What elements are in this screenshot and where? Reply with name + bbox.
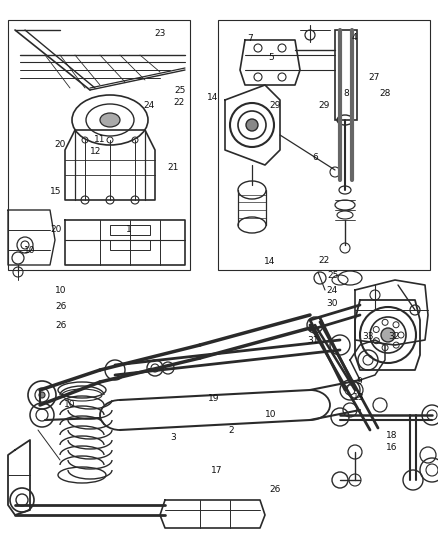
Text: 9: 9 xyxy=(356,377,362,385)
Text: 6: 6 xyxy=(312,153,318,161)
Text: 4: 4 xyxy=(352,33,357,42)
Text: 24: 24 xyxy=(326,286,338,295)
Text: 22: 22 xyxy=(173,98,184,107)
Text: 2: 2 xyxy=(229,426,234,435)
Text: 14: 14 xyxy=(264,257,275,265)
Text: 23: 23 xyxy=(154,29,166,38)
Text: 5: 5 xyxy=(268,53,275,62)
Text: 22: 22 xyxy=(318,256,330,264)
Text: 26: 26 xyxy=(269,485,281,494)
Text: 26: 26 xyxy=(56,321,67,329)
Text: 31: 31 xyxy=(307,336,319,344)
Text: 28: 28 xyxy=(380,89,391,98)
Text: 10: 10 xyxy=(64,400,75,408)
Text: 16: 16 xyxy=(386,443,398,452)
Text: 18: 18 xyxy=(386,432,398,440)
Text: 29: 29 xyxy=(269,101,281,110)
Text: 20: 20 xyxy=(55,141,66,149)
Text: 10: 10 xyxy=(24,246,35,255)
Text: 14: 14 xyxy=(207,93,218,101)
Text: 17: 17 xyxy=(211,466,223,474)
Bar xyxy=(335,30,357,120)
Text: 3: 3 xyxy=(170,433,176,441)
Text: 13: 13 xyxy=(353,393,364,401)
Text: 8: 8 xyxy=(343,89,349,98)
Text: 27: 27 xyxy=(369,73,380,82)
Text: 33: 33 xyxy=(362,333,374,341)
Text: 7: 7 xyxy=(247,34,253,43)
Text: 15: 15 xyxy=(50,188,62,196)
Text: 25: 25 xyxy=(327,271,339,280)
Text: 32: 32 xyxy=(389,333,400,341)
Text: 12: 12 xyxy=(90,148,101,156)
Circle shape xyxy=(381,328,395,342)
Text: 24: 24 xyxy=(143,101,155,110)
Text: 11: 11 xyxy=(94,135,106,144)
Circle shape xyxy=(246,119,258,131)
Bar xyxy=(8,20,190,270)
Text: 10: 10 xyxy=(265,410,276,419)
Text: 29: 29 xyxy=(318,101,330,110)
Bar xyxy=(110,240,150,250)
Bar xyxy=(110,225,150,235)
Text: 10: 10 xyxy=(55,286,66,295)
Text: 30: 30 xyxy=(326,300,338,308)
Text: 1: 1 xyxy=(126,225,132,233)
Circle shape xyxy=(39,392,45,398)
Text: 19: 19 xyxy=(208,394,219,403)
Text: 26: 26 xyxy=(56,302,67,311)
Ellipse shape xyxy=(100,113,120,127)
Text: 25: 25 xyxy=(174,86,185,95)
Text: 21: 21 xyxy=(167,164,179,172)
Text: 20: 20 xyxy=(50,225,62,233)
Bar xyxy=(218,20,430,270)
